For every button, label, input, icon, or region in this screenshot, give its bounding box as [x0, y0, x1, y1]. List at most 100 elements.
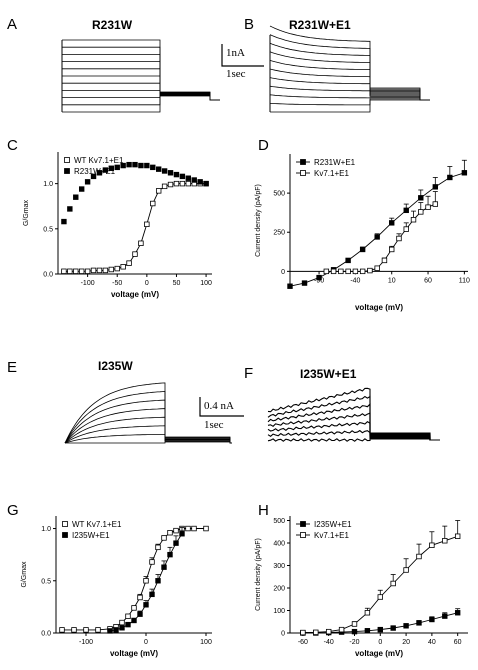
chart-g-conductance-i235w: -100 0 100 0.0 0.5 1.0 voltage (mV) G/Gmax WT Kv… [21, 516, 212, 658]
y-axis-label: Current density (pA/pF) [255, 184, 262, 257]
data-point [442, 538, 448, 544]
y-tick-label: 1.0 [43, 181, 53, 188]
data-point [95, 627, 101, 633]
data-point [191, 177, 197, 183]
scale-bar-ab: 1nA 1sec [221, 44, 264, 80]
data-point [191, 525, 197, 532]
data-point [102, 267, 109, 274]
current-trace [269, 34, 430, 101]
current-trace [269, 60, 430, 101]
x-tick-label: 0 [144, 639, 148, 646]
legend-marker [300, 159, 306, 165]
y-tick-label: 0.5 [43, 226, 53, 233]
current-trace [64, 416, 232, 444]
data-point [137, 611, 143, 617]
x-tick-label: 100 [200, 639, 212, 646]
x-tick-label: 60 [424, 277, 432, 284]
data-point [150, 164, 156, 171]
current-trace [62, 94, 220, 101]
current-trace [62, 82, 220, 101]
data-point [108, 266, 115, 273]
current-trace [62, 90, 220, 101]
data-point [300, 629, 306, 636]
data-point [403, 567, 409, 573]
data-point [454, 610, 461, 616]
y-axis-label: Current density (pA/pF) [255, 538, 262, 611]
current-trace [62, 75, 220, 101]
y-tick-label: 100 [273, 608, 285, 615]
scale-bar-time-label: 1sec [204, 419, 224, 431]
scale-bar-ef: 0.4 nA 1sec [199, 397, 244, 431]
data-point [131, 605, 137, 611]
data-point [425, 204, 431, 210]
data-point [197, 179, 203, 185]
data-point [73, 268, 79, 274]
series-1 [61, 161, 209, 225]
data-point [403, 623, 409, 629]
data-point [155, 544, 161, 551]
data-point [132, 161, 138, 168]
current-trace [64, 434, 232, 444]
legend-marker [64, 157, 70, 163]
current-trace [269, 98, 430, 106]
data-point [67, 268, 73, 274]
data-point [377, 594, 383, 600]
current-trace [267, 395, 440, 441]
data-point [167, 170, 174, 176]
x-axis-label: voltage (mV) [355, 649, 403, 658]
trace-title-r231w: R231W [92, 18, 133, 32]
x-tick-label: -100 [79, 639, 93, 646]
data-point [418, 195, 424, 201]
y-tick-label: 0.0 [43, 272, 53, 279]
panel-label-c: C [7, 137, 18, 154]
y-axis-label: G/Gmax [23, 199, 30, 226]
data-point [96, 170, 103, 176]
data-point [352, 268, 359, 275]
current-trace [64, 425, 232, 444]
legend-marker [300, 532, 306, 538]
data-point [390, 580, 396, 587]
data-point [185, 525, 191, 532]
series-1 [300, 520, 461, 636]
x-tick-label: 60 [454, 639, 462, 646]
data-point [96, 267, 103, 274]
legend-marker [300, 521, 306, 527]
data-point [418, 209, 424, 215]
current-trace [62, 54, 220, 101]
data-point [203, 525, 209, 532]
data-point [203, 180, 209, 187]
current-trace [64, 382, 232, 444]
current-trace [62, 68, 220, 101]
current-traces-i235w-e1 [267, 387, 440, 442]
data-point [61, 268, 67, 274]
data-point [330, 268, 337, 275]
data-point [161, 183, 168, 190]
data-point [107, 628, 113, 634]
data-point [345, 268, 351, 275]
current-trace [267, 402, 440, 441]
legend-label: R231W+E1 [314, 158, 356, 167]
data-point [364, 628, 371, 634]
legend-label: WT Kv7.1+E1 [74, 156, 124, 165]
data-point [396, 235, 402, 242]
data-point [144, 162, 150, 169]
data-point [351, 621, 358, 627]
current-trace [62, 61, 220, 101]
scale-bar-current-label: 0.4 nA [204, 400, 234, 412]
current-trace [62, 95, 220, 113]
data-point [167, 530, 173, 536]
data-point [185, 175, 192, 181]
data-point [432, 184, 439, 190]
series-line [63, 183, 207, 272]
y-tick-label: 300 [273, 563, 285, 570]
data-point [389, 220, 395, 226]
x-tick-label: -100 [81, 280, 95, 287]
data-point [374, 234, 380, 240]
legend-label: I235W+E1 [314, 520, 352, 529]
current-trace [267, 412, 440, 441]
data-point [161, 168, 168, 174]
panel-label-g: G [7, 502, 19, 519]
data-point [389, 246, 395, 253]
current-trace [64, 399, 232, 444]
data-point [138, 162, 144, 169]
